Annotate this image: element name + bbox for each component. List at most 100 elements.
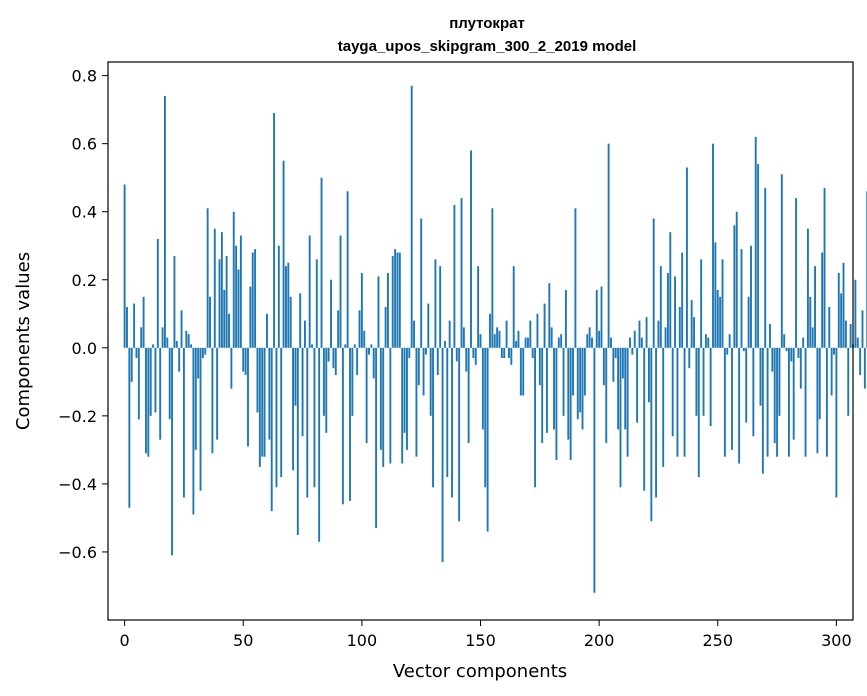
bar (346, 191, 349, 348)
bar (251, 252, 254, 348)
bar (489, 313, 491, 348)
bar (814, 266, 816, 348)
bar (311, 344, 313, 348)
bar (462, 327, 465, 348)
bar (479, 334, 482, 348)
bar (776, 347, 779, 457)
bar (256, 347, 259, 413)
bar (384, 306, 387, 348)
bar (349, 347, 351, 501)
bar (700, 259, 703, 348)
bar (574, 208, 577, 348)
bar (201, 347, 204, 359)
bar (579, 347, 582, 413)
bar (285, 266, 287, 348)
bar (771, 347, 774, 372)
bar (258, 347, 261, 467)
bar (861, 310, 864, 348)
bar (303, 320, 306, 348)
bar (704, 334, 707, 348)
bar (261, 347, 264, 457)
bar (472, 347, 475, 359)
bar (512, 266, 515, 348)
bar (683, 347, 686, 457)
bar (190, 344, 192, 348)
bar (325, 347, 328, 433)
bar (541, 347, 544, 444)
bar (152, 344, 155, 348)
y-tick-label: −0.4 (58, 475, 97, 494)
bar (332, 347, 335, 369)
bar (636, 347, 639, 423)
bar (230, 347, 233, 389)
bar (486, 347, 489, 532)
bar (621, 347, 624, 379)
bar (417, 347, 420, 386)
bar (446, 347, 449, 478)
bar (168, 347, 171, 420)
bar (664, 327, 667, 348)
bar (740, 249, 743, 348)
bar (194, 347, 197, 450)
bar (828, 306, 831, 348)
bar (448, 320, 451, 348)
bar (474, 347, 477, 365)
bar (515, 341, 518, 348)
y-axis-label: Components values (13, 252, 34, 430)
bar (410, 85, 413, 348)
bar (387, 272, 389, 348)
bar (232, 211, 235, 348)
bar (802, 337, 805, 348)
bar (844, 320, 847, 348)
bar (690, 300, 693, 348)
bar (531, 347, 534, 359)
bar (719, 296, 722, 348)
bar (614, 347, 617, 359)
bar (185, 330, 188, 348)
bar (382, 347, 385, 467)
bar (372, 347, 375, 379)
bar (156, 238, 159, 348)
bar (204, 347, 207, 355)
bar (825, 347, 828, 457)
bar (562, 347, 565, 416)
bar (130, 347, 133, 382)
bar (754, 136, 757, 348)
bar (140, 327, 143, 348)
bar (693, 317, 695, 348)
bar (728, 334, 731, 348)
bar (847, 347, 850, 416)
bar (837, 272, 840, 348)
bar (605, 347, 608, 444)
bar (529, 320, 532, 348)
bar (809, 296, 812, 348)
bar (773, 347, 776, 444)
bar (408, 347, 411, 359)
bar (595, 289, 598, 348)
bar (543, 303, 546, 348)
bar (163, 96, 166, 348)
bar (270, 347, 273, 512)
bar (235, 245, 238, 348)
bar (159, 347, 162, 440)
bar (527, 337, 529, 348)
bar (171, 347, 174, 556)
bar (761, 347, 764, 474)
bar (747, 296, 750, 348)
bar (133, 303, 136, 348)
bar (209, 296, 211, 348)
bar (306, 347, 309, 498)
x-tick-label: 150 (465, 631, 496, 650)
bar (662, 347, 665, 467)
bar (277, 245, 280, 348)
bar (524, 337, 527, 348)
bar (294, 347, 297, 406)
bar (714, 242, 717, 348)
bar (498, 330, 501, 348)
y-tick-label: 0.4 (72, 203, 97, 222)
x-tick-label: 50 (233, 631, 253, 650)
bar (493, 334, 496, 348)
bar (517, 330, 520, 348)
bar (500, 347, 503, 359)
